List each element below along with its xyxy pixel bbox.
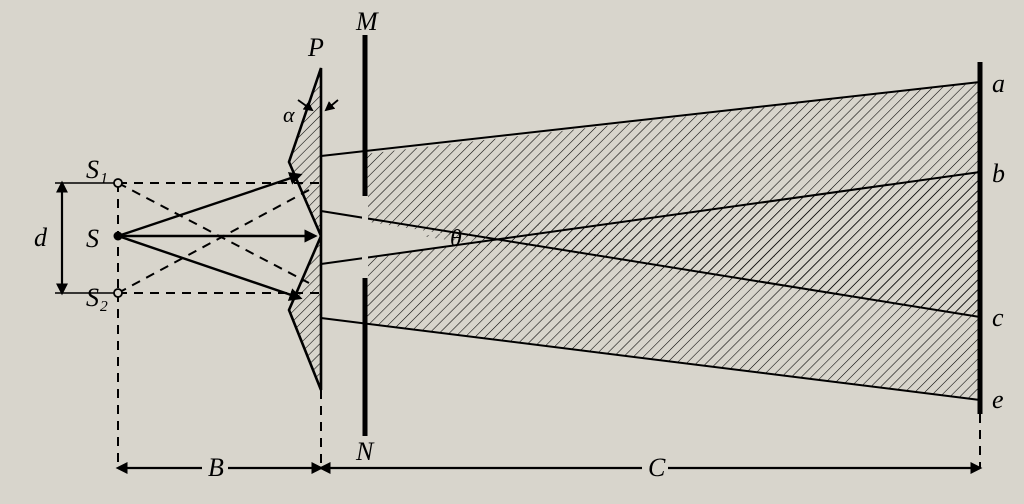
label-s2: S₂ bbox=[86, 283, 108, 312]
label-n: N bbox=[355, 437, 375, 466]
label-p: P bbox=[307, 33, 324, 62]
stop-aperture bbox=[362, 196, 368, 278]
biprism-diagram: S₁ S S₂ d P α M N θ a b c e B C B C bbox=[0, 0, 1024, 504]
label-c: c bbox=[992, 303, 1004, 332]
label-d: d bbox=[34, 223, 48, 252]
label-s1: S₁ bbox=[86, 155, 108, 184]
label-alpha: α bbox=[283, 102, 295, 127]
label-theta: θ bbox=[450, 226, 462, 252]
label-b: b bbox=[992, 159, 1005, 188]
label-m: M bbox=[355, 7, 379, 36]
label-cdim-over: C bbox=[648, 453, 666, 482]
label-bdim-over: B bbox=[208, 453, 224, 482]
label-e: e bbox=[992, 385, 1004, 414]
label-a: a bbox=[992, 69, 1005, 98]
label-s: S bbox=[86, 224, 99, 253]
